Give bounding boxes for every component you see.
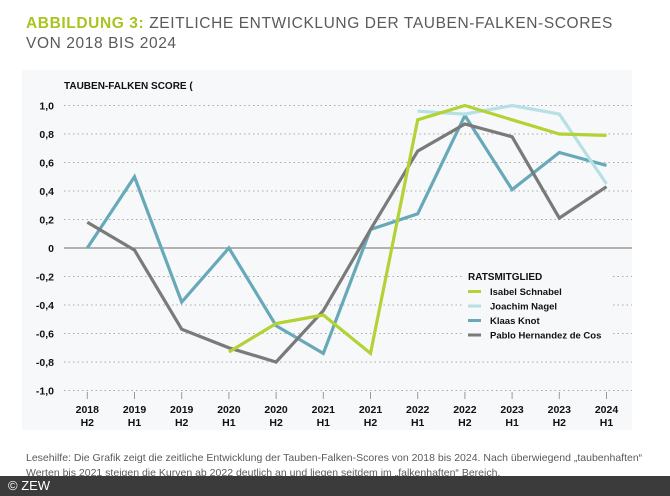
y-tick-label: 1,0: [39, 101, 54, 113]
x-tick-label-half: H2: [364, 417, 378, 429]
x-tick-label-half: H1: [411, 417, 425, 429]
copyright-bar: © ZEW: [0, 476, 670, 496]
x-tick-label-year: 2023: [548, 404, 572, 416]
y-tick-label: 0,4: [39, 186, 54, 198]
y-tick-label: -0,2: [36, 272, 54, 284]
x-tick-label-year: 2022: [453, 404, 477, 416]
legend-background: [462, 264, 612, 352]
legend-label: Joachim Nagel: [490, 302, 557, 313]
x-tick-label-half: H2: [458, 417, 472, 429]
x-tick-label-half: H1: [600, 417, 614, 429]
x-tick-label-half: H1: [505, 417, 519, 429]
y-tick-label: -1,0: [36, 386, 54, 398]
series-line-pablo-hernandez-de-cos: [86, 122, 608, 364]
series-line-isabel-schnabel: [228, 103, 607, 357]
legend-title: RATSMITGLIED: [468, 272, 542, 283]
series-line-klaas-knot: [85, 112, 607, 356]
figure-title-text: ZEITLICHE ENTWICKLUNG DER TAUBEN-FALKEN-…: [26, 15, 613, 52]
x-tick-label-half: H1: [128, 417, 142, 429]
x-tick-label-half: H1: [222, 417, 236, 429]
x-tick-label-half: H1: [317, 417, 331, 429]
x-tick-label-half: H2: [175, 417, 189, 429]
x-tick-label-half: H2: [553, 417, 567, 429]
series-line-joachim-nagel: [417, 103, 608, 185]
y-tick-label: 0: [48, 243, 54, 255]
y-tick-label: -0,6: [36, 329, 54, 341]
x-tick-label-year: 2021: [359, 404, 383, 416]
y-tick-label: 0,6: [39, 158, 54, 170]
x-tick-label-year: 2021: [312, 404, 336, 416]
x-tick-label-year: 2018: [76, 404, 100, 416]
x-tick-label-year: 2020: [217, 404, 241, 416]
figure-title: ABBILDUNG 3: ZEITLICHE ENTWICKLUNG DER T…: [26, 14, 646, 54]
x-tick-label-year: 2019: [123, 404, 147, 416]
x-tick-label-year: 2019: [170, 404, 194, 416]
x-tick-label-half: H2: [81, 417, 95, 429]
y-tick-label: -0,4: [36, 300, 54, 312]
figure-number: ABBILDUNG 3:: [26, 15, 145, 32]
y-axis-label: TAUBEN-FALKEN SCORE (: [64, 81, 193, 92]
x-tick-label-year: 2022: [406, 404, 430, 416]
x-tick-label-year: 2024: [595, 404, 619, 416]
legend-label: Klaas Knot: [490, 316, 540, 327]
y-tick-label: 0,8: [39, 129, 54, 141]
y-tick-label: -0,8: [36, 357, 54, 369]
x-tick-label-year: 2023: [500, 404, 524, 416]
legend-label: Pablo Hernandez de Cos: [490, 331, 601, 342]
y-tick-label: 0,2: [39, 215, 54, 227]
x-tick-label-year: 2020: [264, 404, 288, 416]
x-tick-label-half: H2: [269, 417, 283, 429]
chart-panel: [22, 70, 632, 430]
legend-label: Isabel Schnabel: [490, 287, 562, 298]
